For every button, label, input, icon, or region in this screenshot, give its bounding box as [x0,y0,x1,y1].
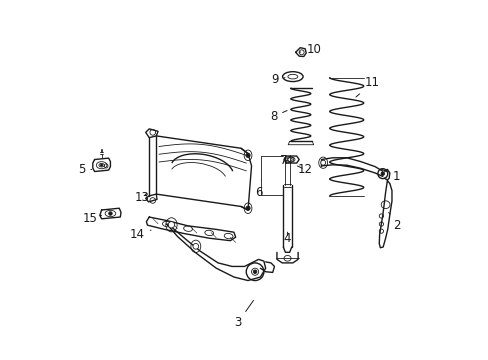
Text: 1: 1 [380,169,399,183]
Text: 14: 14 [130,228,151,241]
Circle shape [193,243,198,249]
Circle shape [168,222,174,228]
Text: 15: 15 [82,212,102,225]
Circle shape [108,212,112,215]
Text: 7: 7 [279,154,286,167]
Circle shape [245,206,250,210]
Text: 9: 9 [270,73,285,86]
Text: 10: 10 [299,43,321,56]
Circle shape [320,160,325,165]
Text: 12: 12 [297,163,312,176]
Circle shape [380,172,384,175]
Text: 13: 13 [135,191,150,204]
Circle shape [101,164,102,166]
Text: 2: 2 [388,212,399,232]
Text: 11: 11 [355,76,379,97]
Circle shape [251,268,258,275]
Circle shape [245,153,250,157]
Circle shape [253,270,256,274]
Text: 6: 6 [255,180,262,199]
Text: 8: 8 [269,110,286,123]
Text: 4: 4 [283,232,290,245]
Text: 5: 5 [78,163,92,176]
Text: 3: 3 [233,301,253,329]
